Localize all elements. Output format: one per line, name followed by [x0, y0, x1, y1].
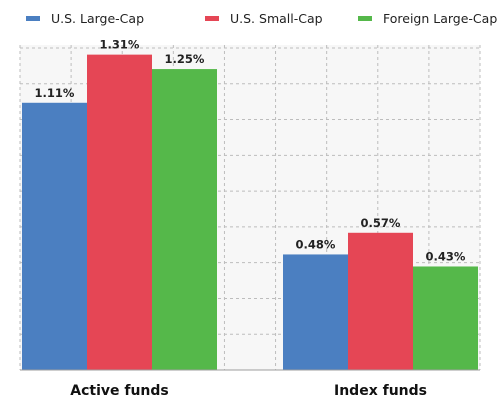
x-axis: Active funds Index funds [20, 369, 480, 399]
bar-u-s-small-cap-active-funds [87, 54, 152, 370]
bars [22, 54, 478, 371]
data-label: 1.25% [165, 52, 205, 66]
bar-u-s-small-cap-index-funds [348, 232, 413, 370]
bar-foreign-large-cap-active-funds [152, 69, 217, 371]
data-label: 1.31% [100, 38, 140, 52]
legend-swatch-u-s-small-cap [205, 16, 219, 21]
bar-foreign-large-cap-index-funds [413, 266, 478, 370]
legend-label-u-s-small-cap: U.S. Small-Cap [230, 11, 323, 26]
bar-u-s-large-cap-index-funds [283, 254, 348, 370]
bar-u-s-large-cap-active-funds [22, 102, 87, 371]
data-label: 0.48% [296, 237, 336, 251]
legend-swatch-u-s-large-cap [26, 16, 40, 21]
x-tick-label-index-funds: Index funds [334, 383, 427, 399]
data-label: 1.11% [35, 86, 75, 100]
legend-label-foreign-large-cap: Foreign Large-Cap [383, 11, 497, 26]
x-tick-label-active-funds: Active funds [70, 383, 169, 399]
data-label: 0.57% [361, 216, 401, 230]
legend-swatch-foreign-large-cap [358, 16, 372, 21]
legend-label-u-s-large-cap: U.S. Large-Cap [51, 11, 144, 26]
data-label: 0.43% [426, 249, 466, 263]
legend: U.S. Large-Cap U.S. Small-Cap Foreign Larg… [26, 11, 497, 26]
value-labels: 1.11% 1.31% 1.25% 0.48% 0.57% 0.43% [35, 38, 466, 264]
